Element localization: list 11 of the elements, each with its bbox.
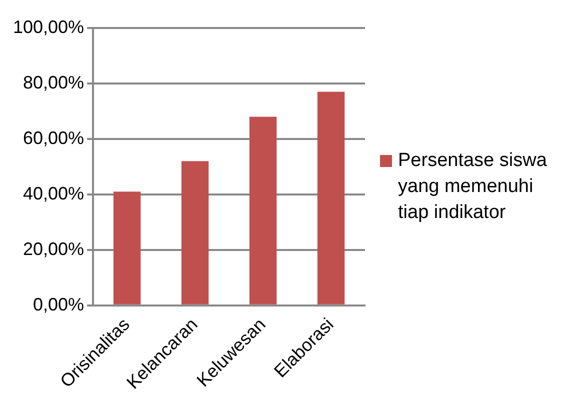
y-tick-label: 0,00% [33, 294, 84, 314]
y-tick-label: 60,00% [22, 128, 84, 148]
legend-label: Persentase siswa yang memenuhi tiap indikator [398, 149, 548, 225]
y-tick-label: 20,00% [22, 238, 84, 259]
y-tick-label: 40,00% [22, 183, 84, 204]
bar [113, 192, 141, 304]
y-tick-label: 100,00% [12, 16, 84, 37]
y-tick-label: 80,00% [22, 72, 84, 92]
bar [317, 92, 345, 304]
bar [181, 161, 209, 304]
bar [249, 116, 277, 304]
